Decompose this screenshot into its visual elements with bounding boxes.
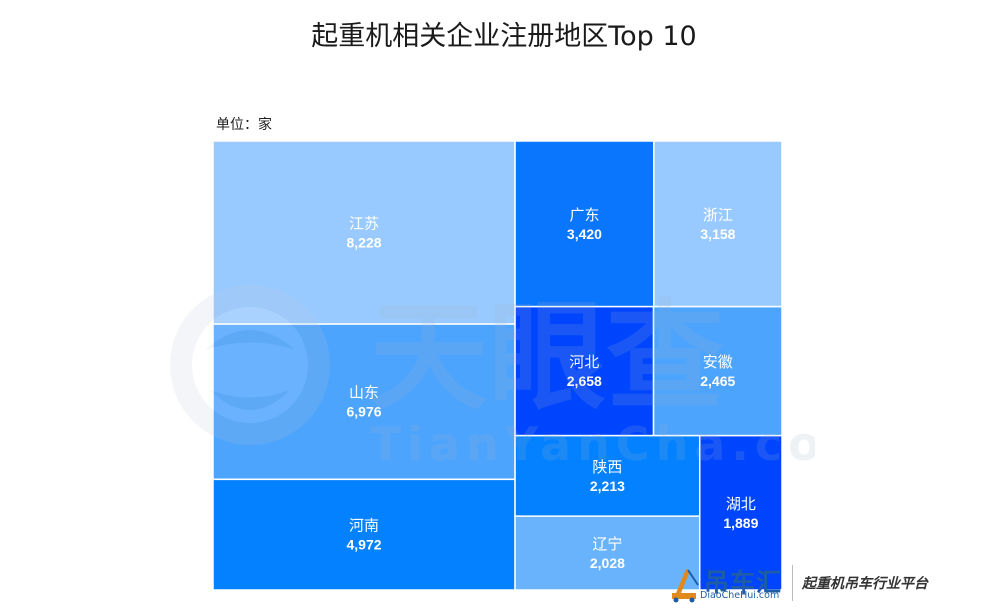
treemap-cell-6: 安徽 2,465: [652, 305, 783, 437]
treemap-cell-name: 广东: [569, 206, 599, 224]
treemap-rect: [212, 478, 516, 591]
treemap-cell-name: 江苏: [349, 215, 379, 233]
treemap-cell-name: 辽宁: [592, 535, 622, 553]
treemap-cell-value: 6,976: [347, 404, 382, 420]
treemap-cell-2: 河南 4,972: [212, 478, 516, 591]
treemap-cell-name: 河北: [569, 353, 599, 371]
diaochehui-brand: 吊车汇 DiaoCheHui.com 起重机吊车行业平台: [668, 559, 1008, 609]
treemap-cell-value: 2,658: [567, 373, 602, 389]
brand-divider: [792, 565, 793, 601]
treemap-cell-value: 3,158: [700, 226, 735, 242]
treemap-cell-7: 陕西 2,213: [514, 434, 701, 517]
treemap-cell-name: 安徽: [703, 353, 733, 371]
treemap-cell-name: 湖北: [726, 495, 756, 513]
treemap-cell-value: 2,028: [590, 555, 625, 571]
treemap-cell-4: 浙江 3,158: [653, 140, 783, 308]
treemap-cell-value: 1,889: [723, 515, 758, 531]
treemap-cell-name: 山东: [349, 384, 379, 402]
brand-url: DiaoCheHui.com: [700, 590, 780, 601]
treemap-cell-value: 2,213: [590, 478, 625, 494]
treemap-cell-name: 河南: [349, 517, 379, 535]
treemap-rect: [698, 434, 783, 591]
treemap-rect: [514, 515, 701, 591]
treemap-rect: [514, 434, 701, 517]
treemap-cell-value: 3,420: [567, 226, 602, 242]
treemap-cell-value: 2,465: [700, 373, 735, 389]
treemap-cell-3: 广东 3,420: [514, 140, 655, 308]
brand-logo-text: 吊车汇: [704, 568, 783, 597]
crane-icon: [672, 569, 699, 603]
treemap-cell-value: 4,972: [347, 537, 382, 553]
treemap-cell-8: 辽宁 2,028: [514, 515, 701, 591]
unit-label: 单位：家: [216, 117, 272, 133]
treemap-rect: [212, 140, 516, 325]
treemap-rect: [652, 305, 783, 437]
treemap-cell-value: 8,228: [347, 235, 382, 251]
treemap-cell-0: 江苏 8,228: [212, 140, 516, 325]
treemap-cell-1: 山东 6,976: [212, 323, 516, 481]
chart-title: 起重机相关企业注册地区Top 10: [311, 21, 697, 52]
treemap-cell-5: 河北 2,658: [514, 305, 655, 437]
treemap-cell-name: 陕西: [592, 458, 622, 476]
brand-slogan: 起重机吊车行业平台: [802, 576, 928, 592]
treemap-cell-9: 湖北 1,889: [698, 434, 783, 591]
treemap-cell-name: 浙江: [703, 206, 733, 224]
